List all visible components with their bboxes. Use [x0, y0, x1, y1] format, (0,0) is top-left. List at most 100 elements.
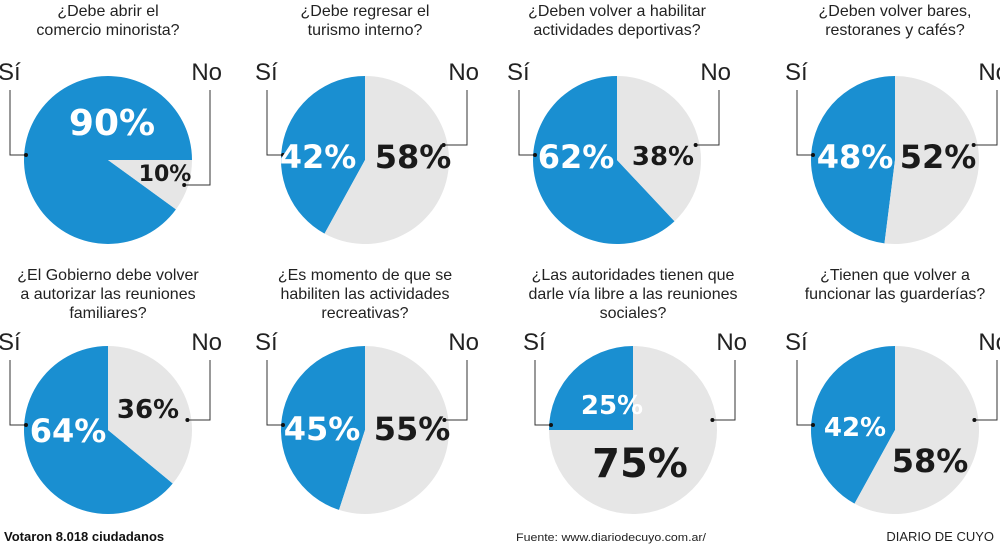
value-label-si: 42% — [280, 138, 357, 176]
pie-slice-si — [532, 76, 675, 244]
chart-title-line: ¿Las autoridades tienen que — [532, 267, 735, 284]
value-label-no: 36% — [117, 395, 179, 425]
chart-title-line: darle vía libre a las reuniones — [528, 286, 737, 303]
value-label-si: 25% — [581, 391, 643, 421]
value-label-si: 42% — [824, 413, 886, 443]
leader-line-si — [9, 360, 26, 426]
leader-line-no — [444, 360, 468, 421]
leader-line-si — [266, 360, 283, 426]
chart-title-line: a autorizar las reuniones — [20, 286, 195, 303]
chart-title-line: familiares? — [69, 305, 146, 322]
chart-title-line: funcionar las guarderías? — [805, 286, 986, 303]
legend-no-label: No — [978, 329, 1000, 356]
legend-no-label: No — [448, 59, 479, 86]
chart-title-line: ¿Tienen que volver a — [820, 267, 970, 284]
leader-dot-si — [281, 153, 285, 157]
brand-text: DIARIO DE CUYO — [886, 529, 994, 544]
leader-line-no — [443, 90, 468, 146]
value-label-si: 62% — [538, 138, 615, 176]
value-label-no: 55% — [374, 410, 451, 448]
legend-si-label: Sí — [523, 329, 546, 356]
leader-dot-no — [441, 143, 446, 147]
leader-line-si — [796, 90, 813, 156]
chart-title-line: sociales? — [600, 305, 667, 322]
legend-si-label: Sí — [0, 59, 21, 86]
leader-line-si — [796, 360, 813, 426]
value-label-no: 10% — [139, 162, 192, 187]
leader-dot-no — [442, 418, 447, 422]
chart-title-line: restoranes y cafés? — [825, 22, 965, 39]
leader-dot-si — [24, 153, 28, 157]
value-label-no: 58% — [892, 442, 969, 480]
chart-title-line: turismo interno? — [308, 22, 423, 39]
chart-title-line: habiliten las actividades — [281, 286, 450, 303]
value-label-si: 45% — [284, 410, 361, 448]
legend-no-label: No — [191, 329, 222, 356]
legend-si-label: Sí — [255, 59, 278, 86]
leader-dot-no — [972, 418, 977, 422]
value-label-no: 52% — [900, 138, 977, 176]
source-text: Fuente: www.diariodecuyo.com.ar/ — [516, 532, 707, 544]
votes-count: Votaron 8.018 ciudadanos — [4, 529, 164, 544]
leader-dot-no — [693, 143, 698, 147]
chart-title-line: ¿Deben volver bares, — [819, 3, 972, 20]
chart-title-line: ¿El Gobierno debe volver — [17, 267, 199, 284]
chart-title-line: ¿Es momento de que se — [278, 267, 452, 284]
legend-no-label: No — [191, 59, 222, 86]
chart-title-line: actividades deportivas? — [533, 22, 700, 39]
pie-slice-no — [339, 346, 450, 514]
leader-dot-no — [971, 143, 976, 147]
pie-slice-si — [24, 345, 173, 514]
leader-dot-si — [24, 423, 28, 427]
chart-title-line: comercio minorista? — [36, 22, 179, 39]
pie-slice-si — [549, 346, 633, 430]
legend-si-label: Sí — [507, 59, 530, 86]
pie-slice-si — [281, 346, 365, 510]
pie-slice-no — [108, 346, 193, 484]
value-label-no: 38% — [632, 142, 694, 172]
leader-line-no — [974, 360, 998, 421]
leader-line-no — [695, 90, 720, 146]
legend-no-label: No — [978, 59, 1000, 86]
chart-title-line: recreativas? — [321, 305, 408, 322]
legend-no-label: No — [448, 329, 479, 356]
leader-dot-si — [549, 423, 553, 427]
leader-line-no — [712, 360, 736, 421]
leader-line-no — [187, 360, 211, 421]
pie-slice-si — [281, 76, 365, 234]
legend-no-label: No — [700, 59, 731, 86]
leader-dot-si — [281, 423, 285, 427]
value-label-no: 58% — [375, 138, 452, 176]
leader-line-no — [184, 90, 211, 186]
leader-line-si — [266, 90, 283, 156]
leader-dot-no — [182, 183, 187, 187]
pie-slice-no — [884, 76, 979, 244]
pie-slice-no — [854, 346, 980, 514]
value-label-no: 75% — [592, 441, 688, 487]
pie-slice-no — [617, 76, 701, 222]
leader-dot-si — [811, 153, 815, 157]
leader-line-si — [534, 360, 551, 426]
pie-slice-si — [811, 76, 895, 244]
leader-line-si — [518, 90, 535, 156]
value-label-si: 48% — [817, 138, 894, 176]
leader-dot-no — [710, 418, 715, 422]
pie-slice-no — [108, 160, 192, 210]
leader-dot-si — [811, 423, 815, 427]
leader-dot-no — [185, 418, 190, 422]
legend-si-label: Sí — [785, 59, 808, 86]
legend-si-label: Sí — [785, 329, 808, 356]
chart-title-line: ¿Debe abrir el — [57, 3, 158, 20]
pie-slice-no — [324, 76, 449, 244]
leader-line-no — [973, 90, 998, 146]
value-label-si: 64% — [30, 412, 107, 450]
legend-si-label: Sí — [255, 329, 278, 356]
pie-slice-no — [549, 346, 717, 514]
leader-dot-si — [533, 153, 537, 157]
value-label-si: 90% — [69, 103, 155, 144]
chart-title-line: ¿Deben volver a habilitar — [528, 3, 707, 20]
chart-title-line: ¿Debe regresar el — [301, 3, 430, 20]
pie-slice-si — [810, 346, 895, 504]
legend-si-label: Sí — [0, 329, 21, 356]
